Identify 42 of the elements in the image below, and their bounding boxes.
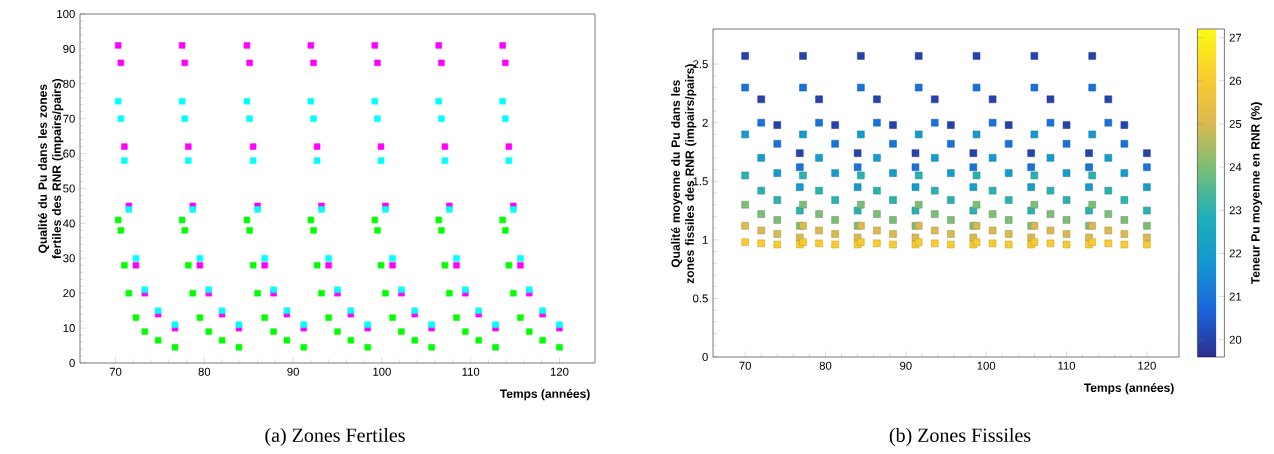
y-tick-label: 10 [63,324,75,333]
color-bar-label: 27 [1229,33,1242,42]
x-tick-label: 100 [373,367,391,376]
y-tick-label: 0 [69,359,75,368]
color-bar-label: 22 [1229,249,1242,258]
color-bar-title: Teneur Pu moyenne en RNR (%) [1250,102,1263,285]
x-tick-label: 80 [198,367,211,376]
y-tick-label: 1 [702,235,708,244]
x-tick-label: 110 [462,367,480,376]
x-tick-label: 70 [739,361,751,370]
y-tick-label: 60 [63,149,75,158]
color-bar-label: 21 [1229,292,1242,301]
x-tick-label: 120 [1138,361,1156,370]
x-tick-label: 90 [287,367,299,376]
x-tick-label: 110 [1058,361,1076,370]
x-tick-label: 100 [977,361,996,370]
y-tick-label: 70 [63,114,75,123]
y-axis-title: Qualité du Pu dans les zones fertiles des RNR (impairs/pairs) [38,78,64,259]
y-tick-label: 90 [63,44,75,53]
y-tick-label: 30 [63,254,75,263]
y-tick-label: 0 [702,353,708,362]
color-bar-label: 24 [1229,163,1242,172]
x-tick-label: 80 [819,361,832,370]
y-tick-label: 80 [63,79,75,88]
y-tick-label: 0.5 [692,294,708,303]
x-tick-label: 70 [109,367,122,376]
x-axis-title: Temps (années) [1083,383,1174,395]
y-tick-label: 20 [63,289,75,298]
color-bar-label: 23 [1229,206,1242,215]
x-tick-label: 120 [550,367,569,376]
text: (a) Zones Fertiles [265,427,405,447]
y-tick-label: 50 [63,184,75,193]
x-tick-label: 90 [900,361,912,370]
color-bar-label: 20 [1229,335,1242,344]
color-bar-label: 25 [1229,119,1242,128]
y-tick-label: 100 [57,10,75,18]
color-bar-label: 26 [1229,76,1242,85]
y-tick-label: 40 [62,219,75,228]
text: (b) Zones Fissiles [889,427,1031,447]
x-axis-title: Temps (années) [499,389,590,401]
y-tick-label: 1.5 [693,177,708,186]
y-tick-label: 2 [702,118,708,127]
